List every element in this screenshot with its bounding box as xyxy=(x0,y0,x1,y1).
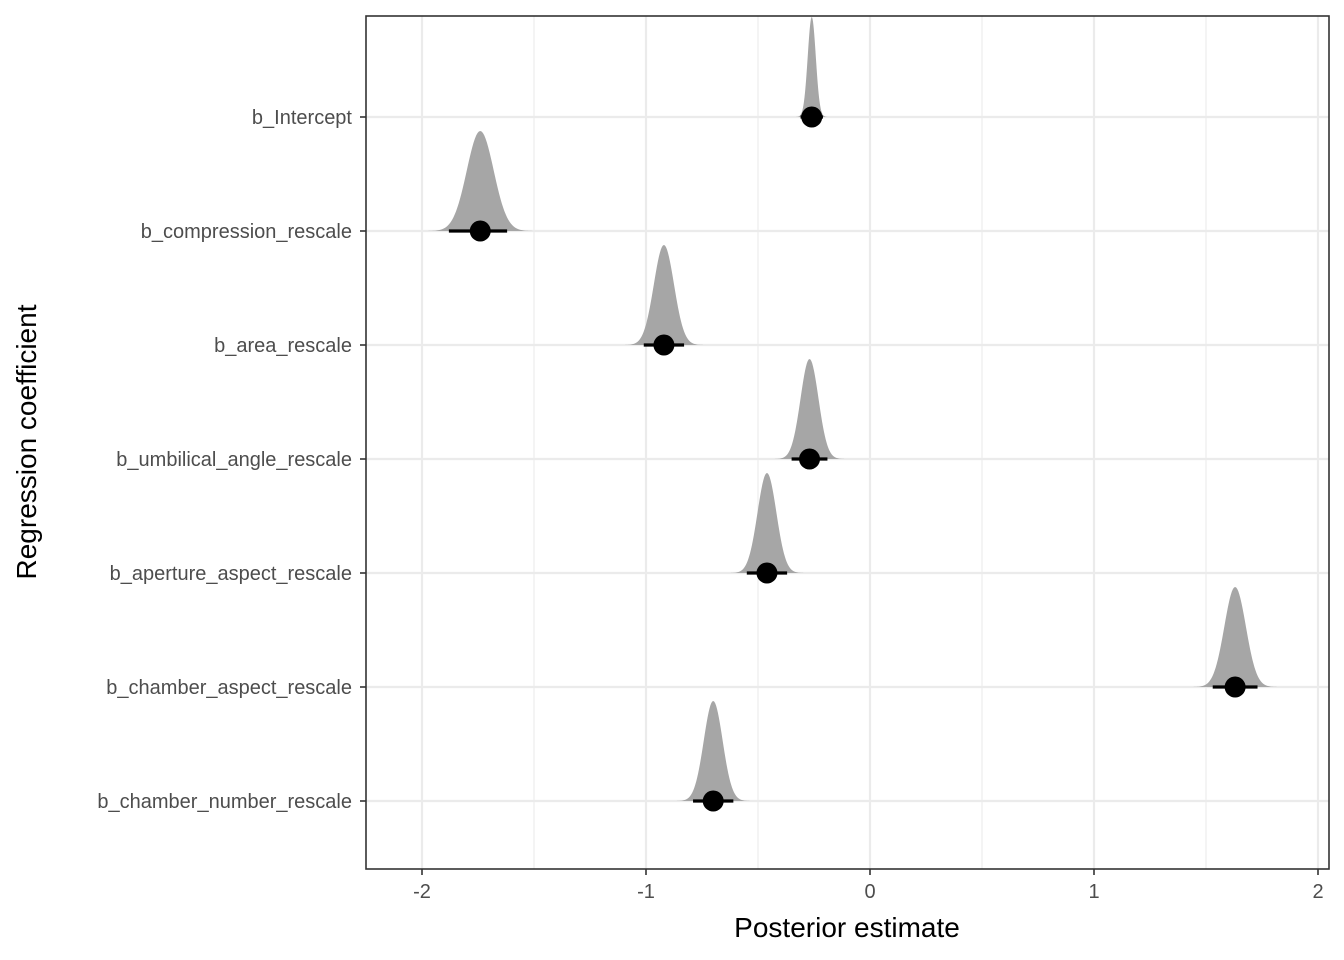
density-b_chamber_aspect_rescale xyxy=(1192,587,1279,687)
point-b_area_rescale xyxy=(653,334,675,356)
x-axis: -2 -1 0 1 2 xyxy=(413,869,1324,903)
y-tick-label: b_area_rescale xyxy=(214,335,352,357)
x-axis-title: Posterior estimate xyxy=(734,912,960,943)
y-axis-title: Regression coefficient xyxy=(11,304,42,579)
point-b_chamber_number_rescale xyxy=(702,790,724,812)
point-b_umbilical_angle_rescale xyxy=(799,448,821,470)
coefficient-marks xyxy=(426,17,1279,812)
y-tick-label: b_Intercept xyxy=(252,107,353,129)
x-tick-label: -2 xyxy=(413,881,431,903)
y-tick-label: b_umbilical_angle_rescale xyxy=(116,449,352,471)
x-tick-label: 0 xyxy=(864,881,875,903)
y-tick-label: b_aperture_aspect_rescale xyxy=(110,563,352,585)
x-tick-label: 2 xyxy=(1312,881,1323,903)
panel-border xyxy=(365,15,1330,870)
plot-panel xyxy=(366,16,1329,869)
density-b_area_rescale xyxy=(623,245,705,345)
x-tick-label: 1 xyxy=(1088,881,1099,903)
density-b_Intercept xyxy=(795,17,828,117)
density-b_umbilical_angle_rescale xyxy=(773,359,846,459)
x-tick-label: -1 xyxy=(637,881,655,903)
density-b_compression_rescale xyxy=(426,131,534,231)
y-tick-label: b_compression_rescale xyxy=(141,221,352,243)
density-b_chamber_number_rescale xyxy=(675,701,751,801)
y-axis: b_Intercept b_compression_rescale b_area_r… xyxy=(97,107,366,813)
point-b_chamber_aspect_rescale xyxy=(1224,676,1246,698)
density-b_aperture_aspect_rescale xyxy=(729,473,805,573)
point-b_compression_rescale xyxy=(469,220,491,242)
point-b_Intercept xyxy=(801,106,823,128)
point-b_aperture_aspect_rescale xyxy=(756,562,778,584)
y-tick-label: b_chamber_aspect_rescale xyxy=(106,677,352,699)
y-tick-label: b_chamber_number_rescale xyxy=(97,791,352,813)
minor-gridlines xyxy=(533,16,1207,869)
